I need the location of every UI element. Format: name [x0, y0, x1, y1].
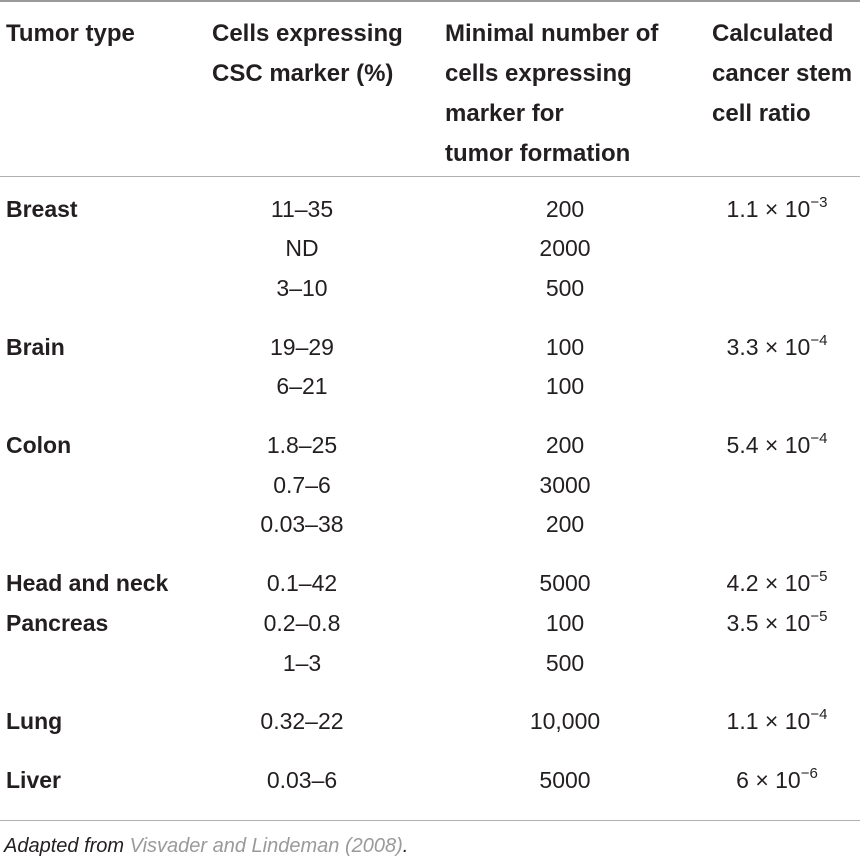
ratio-exponent: −4 [810, 706, 828, 723]
ratio-cell: 1.1 × 10−4 [696, 701, 858, 741]
cells-pct-cell: 0.7–6 [273, 472, 331, 498]
min-cells-cell: 200 [545, 432, 585, 458]
tumor-type-cell: Breast [6, 196, 78, 222]
ratio-base: 3.3 × 10 [726, 334, 811, 360]
ratio-cell: 3.5 × 10−5 [696, 603, 858, 643]
ratio-exponent: −4 [810, 332, 828, 349]
table-footnote: Adapted from Visvader and Lindeman (2008… [4, 835, 408, 858]
ratio-cell: 4.2 × 10−5 [696, 563, 858, 603]
tumor-type-cell: Pancreas [6, 610, 109, 636]
min-cells-cell: 2000 [539, 235, 591, 261]
cells-pct-cell: 0.03–38 [260, 511, 344, 537]
header-tumor-type: Tumor type [6, 20, 135, 47]
citation-link[interactable]: Visvader and Lindeman (2008) [129, 835, 403, 857]
ratio-base: 6 × 10 [736, 767, 801, 793]
header-cells-expressing: Cells expressing CSC marker (%) [212, 20, 403, 87]
min-cells-cell: 200 [545, 196, 585, 222]
min-cells-cell: 100 [545, 334, 585, 360]
footnote-suffix: . [402, 835, 409, 857]
cells-pct-cell: 0.2–0.8 [263, 610, 341, 636]
min-cells-cell: 10,000 [529, 708, 601, 734]
cells-pct-cell: 6–21 [276, 373, 328, 399]
min-cells-cell: 3000 [539, 472, 591, 498]
footnote-prefix: Adapted from [4, 835, 130, 857]
tumor-type-cell: Brain [6, 334, 65, 360]
ratio-cell: 6 × 10−6 [696, 760, 858, 800]
ratio-base: 5.4 × 10 [726, 432, 811, 458]
min-cells-cell: 5000 [539, 570, 591, 596]
ratio-exponent: −5 [810, 608, 828, 625]
ratio-cell: 1.1 × 10−3 [696, 189, 858, 229]
tumor-type-cell: Liver [6, 767, 61, 793]
ratio-base: 3.5 × 10 [726, 610, 811, 636]
tumor-type-cell: Colon [6, 432, 72, 458]
ratio-exponent: −4 [810, 430, 828, 447]
tumor-type-cell: Lung [6, 708, 63, 734]
ratio-exponent: −3 [810, 194, 828, 211]
table-top-rule [0, 0, 860, 2]
cells-pct-cell: 0.32–22 [260, 708, 344, 734]
table-header-rule [0, 176, 860, 177]
ratio-exponent: −5 [810, 568, 828, 585]
ratio-base: 1.1 × 10 [726, 196, 811, 222]
ratio-exponent: −6 [800, 765, 818, 782]
min-cells-cell: 100 [545, 373, 585, 399]
cells-pct-cell: 0.1–42 [266, 570, 338, 596]
cells-pct-cell: 1–3 [282, 650, 322, 676]
header-stem-cell-ratio: Calculated cancer stem cell ratio [712, 20, 853, 127]
cells-pct-cell: ND [285, 235, 319, 261]
ratio-base: 4.2 × 10 [726, 570, 811, 596]
min-cells-cell: 100 [545, 610, 585, 636]
min-cells-cell: 5000 [539, 767, 591, 793]
ratio-cell: 3.3 × 10−4 [696, 327, 858, 367]
cells-pct-cell: 19–29 [270, 334, 334, 360]
header-minimal-number: Minimal number of cells expressing marke… [445, 20, 659, 167]
table-bottom-rule [0, 820, 860, 821]
min-cells-cell: 200 [545, 511, 585, 537]
ratio-base: 1.1 × 10 [726, 708, 811, 734]
ratio-cell: 5.4 × 10−4 [696, 425, 858, 465]
cells-pct-cell: 1.8–25 [266, 432, 338, 458]
cells-pct-cell: 11–35 [270, 196, 334, 222]
tumor-type-cell: Head and neck [6, 570, 169, 596]
min-cells-cell: 500 [545, 650, 585, 676]
cells-pct-cell: 3–10 [276, 275, 328, 301]
cells-pct-cell: 0.03–6 [266, 767, 338, 793]
min-cells-cell: 500 [545, 275, 585, 301]
